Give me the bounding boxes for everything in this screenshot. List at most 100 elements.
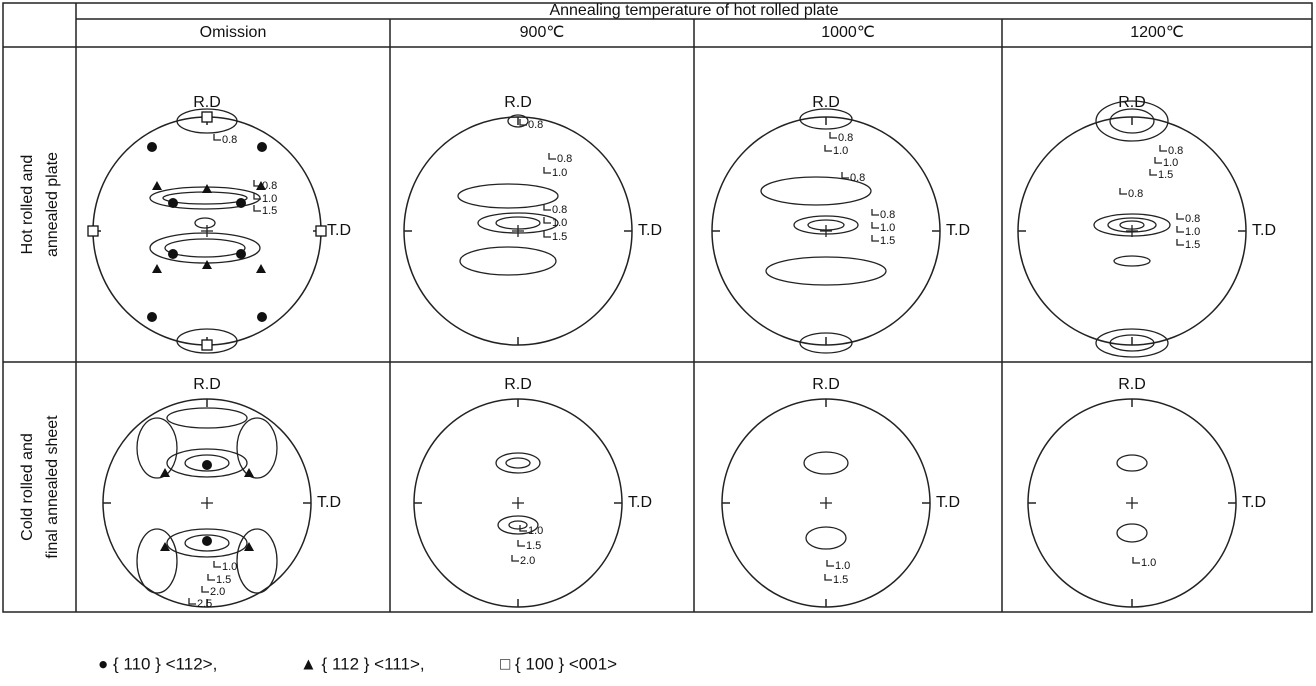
- contour: [194, 217, 216, 229]
- contour: [507, 114, 529, 128]
- contour: [1109, 108, 1155, 134]
- symbol-112: [256, 181, 266, 190]
- leader: [543, 167, 551, 174]
- td-label: T.D: [946, 222, 970, 239]
- contour-label: 0.8: [557, 153, 572, 165]
- contour: [184, 534, 230, 552]
- contour: [765, 256, 887, 286]
- leader: [548, 153, 556, 160]
- contour-label: 2.0: [210, 586, 225, 598]
- contour: [803, 451, 849, 475]
- leader: [1159, 145, 1167, 152]
- contour-label: 0.8: [262, 180, 277, 192]
- rd-label: R.D: [1118, 94, 1146, 111]
- leader: [1176, 226, 1184, 233]
- contour-label: 0.8: [1185, 213, 1200, 225]
- contour-label: 0.8: [880, 209, 895, 221]
- symbol-100: [87, 225, 99, 237]
- leader: [213, 561, 221, 568]
- rd-label: R.D: [504, 376, 532, 393]
- contour: [176, 108, 238, 134]
- symbol-110: [202, 460, 212, 470]
- leader: [871, 209, 879, 216]
- symbol-100: [315, 225, 327, 237]
- contour: [1095, 100, 1169, 142]
- contour-label: 1.0: [552, 217, 567, 229]
- symbol-110: [202, 536, 212, 546]
- contour-label: 1.0: [880, 222, 895, 234]
- symbol-112: [244, 468, 254, 477]
- contour-label: 2.0: [520, 555, 535, 567]
- center-cross: [201, 497, 213, 509]
- contour-label: 1.5: [526, 540, 541, 552]
- contour: [166, 448, 248, 478]
- symbol-100: [201, 111, 213, 123]
- leader: [543, 217, 551, 224]
- symbol-110: [257, 312, 267, 322]
- contour: [1116, 454, 1148, 472]
- leader: [511, 555, 519, 562]
- contour: [505, 457, 531, 469]
- contour-label: 1.5: [880, 235, 895, 247]
- contour: [799, 108, 853, 130]
- legend-item: □ { 100 } <001>: [500, 654, 617, 673]
- contour-label: 1.0: [1141, 557, 1156, 569]
- contour: [1113, 255, 1151, 267]
- symbol-112: [244, 542, 254, 551]
- leader: [824, 145, 832, 152]
- symbol-110: [236, 249, 246, 259]
- symbol-112: [160, 542, 170, 551]
- contour-label: 0.8: [552, 204, 567, 216]
- row-header: final annealed sheet: [44, 415, 61, 559]
- contour-label: 1.0: [835, 560, 850, 572]
- contour: [236, 417, 278, 479]
- leader: [207, 574, 215, 581]
- symbol-112: [160, 468, 170, 477]
- contour: [1093, 213, 1171, 237]
- rd-label: R.D: [504, 94, 532, 111]
- leader: [826, 560, 834, 567]
- symbol-112: [152, 181, 162, 190]
- contour: [497, 515, 539, 535]
- center-cross: [1126, 497, 1138, 509]
- leader: [253, 193, 261, 200]
- leader: [824, 574, 832, 581]
- leader: [1176, 213, 1184, 220]
- symbol-112: [152, 264, 162, 273]
- leader: [871, 235, 879, 242]
- table-title: Annealing temperature of hot rolled plat…: [549, 2, 838, 19]
- leader: [201, 586, 209, 593]
- leader: [213, 134, 221, 141]
- contour: [164, 238, 246, 258]
- contour: [149, 232, 261, 264]
- legend-item: ● { 110 } <112>,: [98, 654, 217, 673]
- contour-label: 1.0: [262, 193, 277, 205]
- contour-label: 1.0: [552, 167, 567, 179]
- contour-label: 1.0: [528, 525, 543, 537]
- contour: [508, 520, 528, 530]
- symbol-110: [168, 198, 178, 208]
- contour-label: 1.5: [216, 574, 231, 586]
- contour: [807, 219, 845, 231]
- contour-label: 1.0: [833, 145, 848, 157]
- contour-label: 0.8: [850, 172, 865, 184]
- contour-label: 2.5: [197, 598, 212, 610]
- contour-label: 0.8: [222, 134, 237, 146]
- leader: [1149, 169, 1157, 176]
- symbol-110: [168, 249, 178, 259]
- contour: [166, 528, 248, 558]
- rd-label: R.D: [193, 376, 221, 393]
- symbol-110: [236, 198, 246, 208]
- contour: [1116, 523, 1148, 543]
- center-cross: [512, 497, 524, 509]
- contour: [136, 528, 178, 594]
- contour: [495, 452, 541, 474]
- symbol-100: [201, 339, 213, 351]
- center-cross: [201, 225, 213, 237]
- leader: [188, 598, 196, 605]
- contour: [760, 176, 872, 206]
- td-label: T.D: [628, 494, 652, 511]
- contour: [236, 528, 278, 594]
- symbol-112: [256, 264, 266, 273]
